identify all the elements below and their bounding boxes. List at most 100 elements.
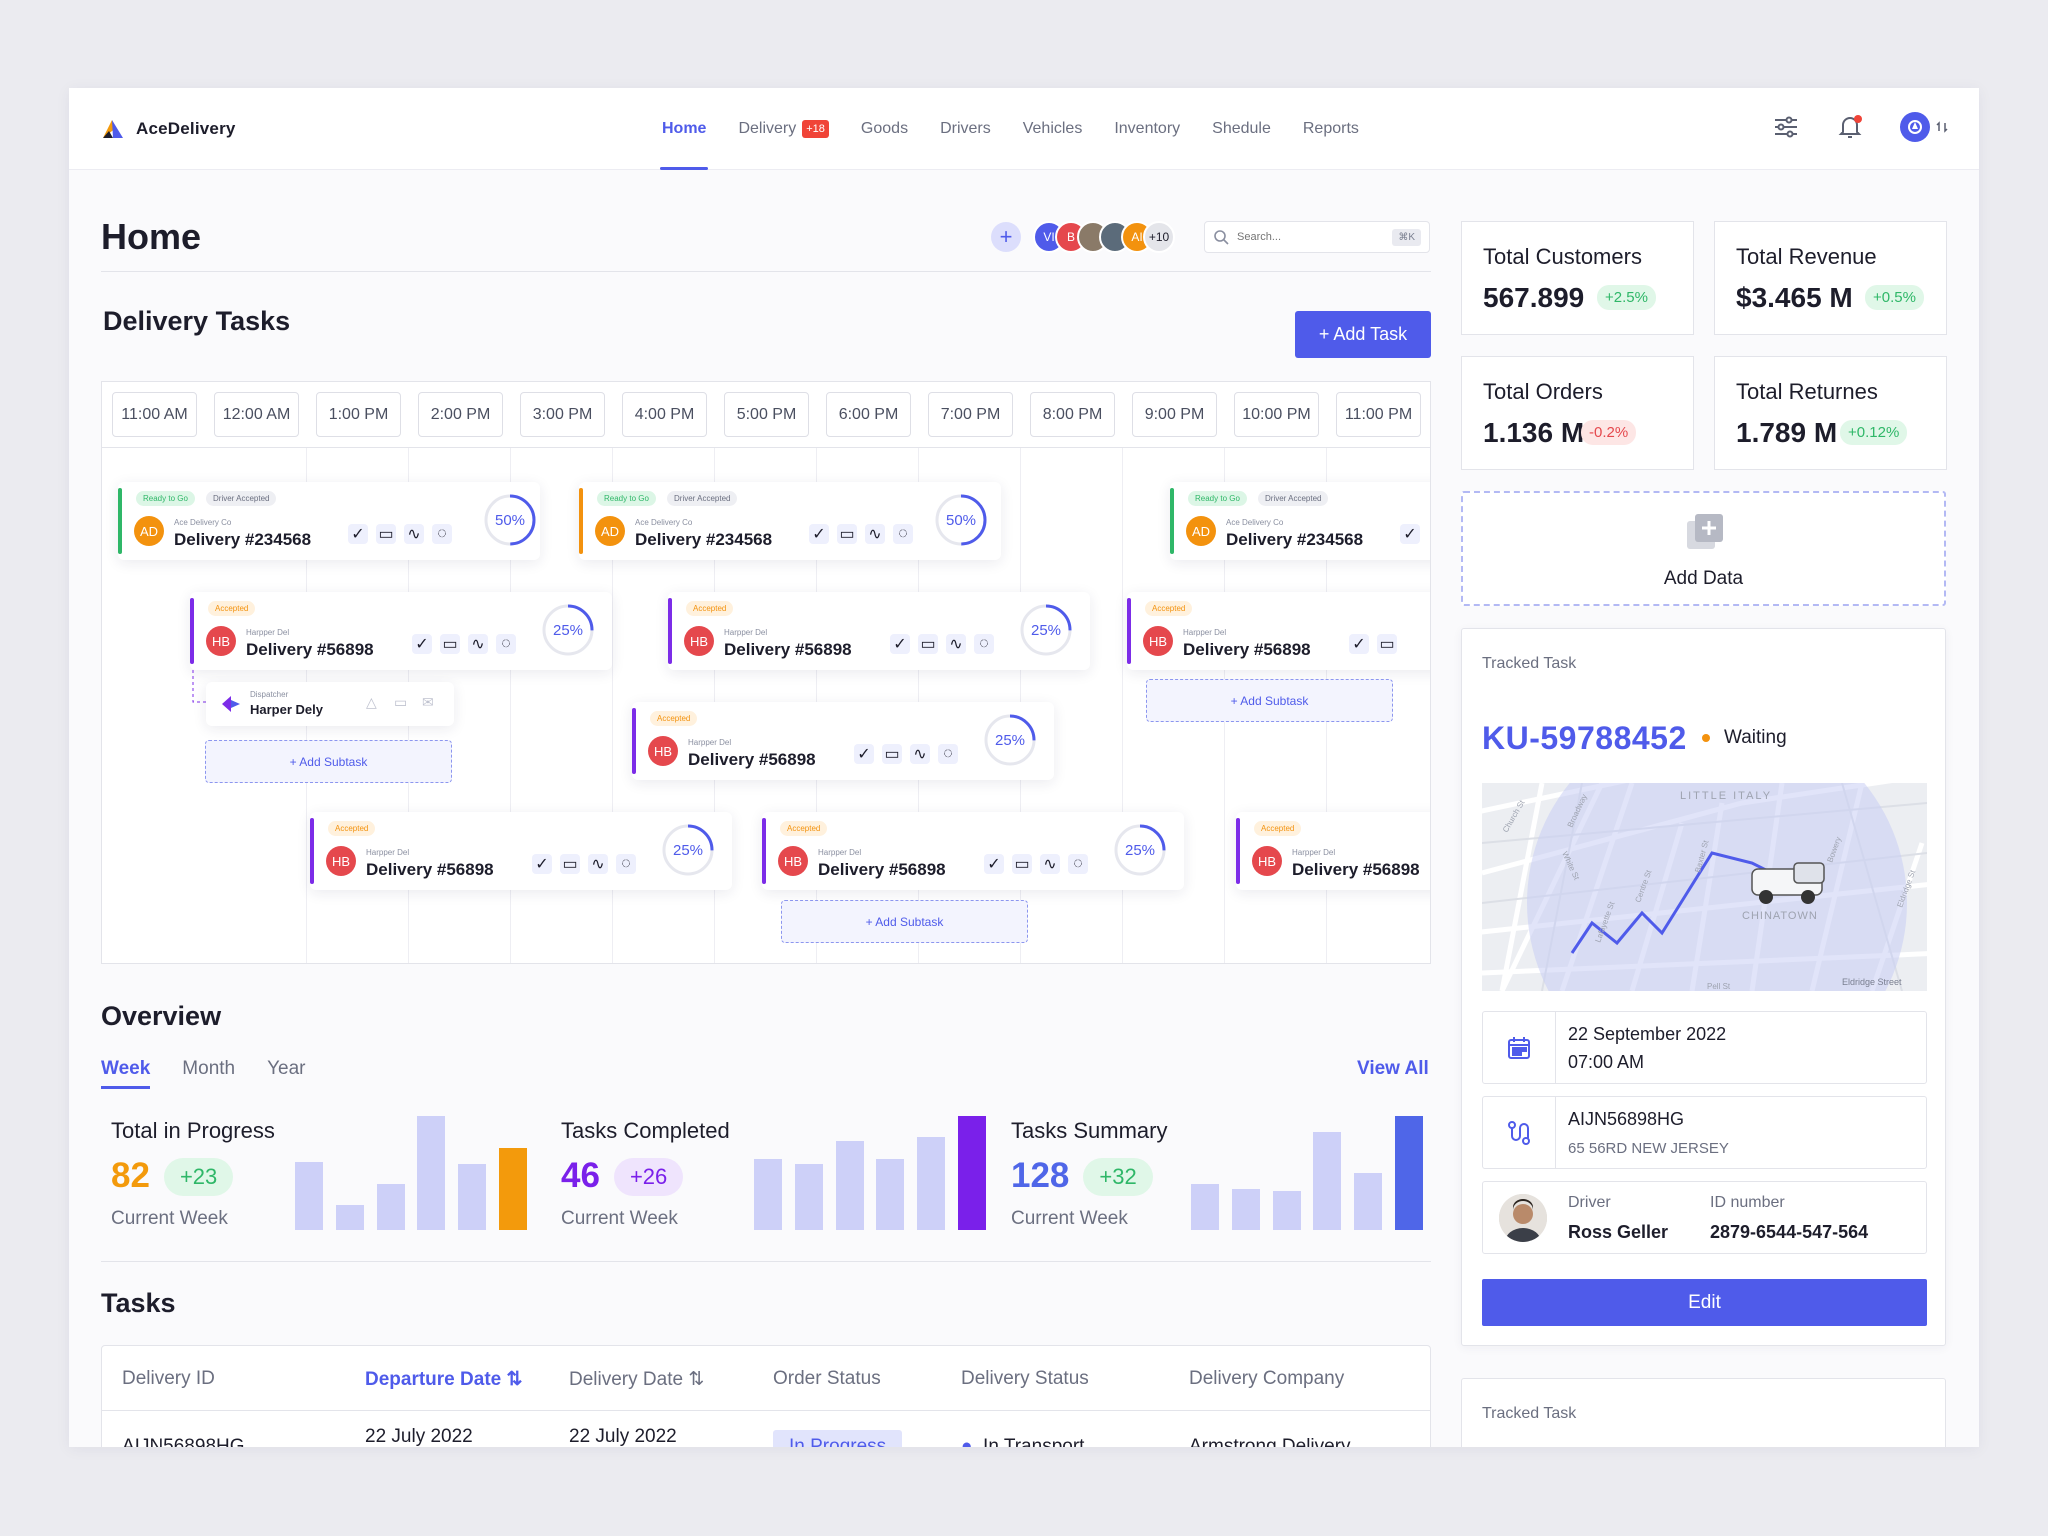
user-icon[interactable]: ◌ <box>974 634 994 654</box>
user-avatar-icon[interactable] <box>1899 112 1949 142</box>
hour-slot[interactable]: 2:00 PM <box>418 392 503 437</box>
column-header[interactable]: Delivery ID <box>122 1368 215 1389</box>
delivery-card[interactable]: Accepted HB Harpper Del Delivery #56898 … <box>668 592 1090 670</box>
add-subtask-button[interactable]: + Add Subtask <box>781 900 1028 943</box>
user-icon[interactable]: ◌ <box>496 634 516 654</box>
route-icon[interactable]: ∿ <box>588 854 608 874</box>
view-all-link[interactable]: View All <box>1357 1058 1429 1079</box>
route-icon[interactable]: ∿ <box>865 524 885 544</box>
truck-icon[interactable]: ▭ <box>837 524 857 544</box>
column-header[interactable]: Delivery Date ⇅ <box>569 1368 704 1391</box>
hour-slot[interactable]: 11:00 PM <box>1336 392 1421 437</box>
hour-slot[interactable]: 4:00 PM <box>622 392 707 437</box>
truck-icon[interactable]: ▭ <box>1012 854 1032 874</box>
mail-icon[interactable]: ✉ <box>422 694 434 710</box>
swap-icon <box>1936 121 1948 133</box>
tracked-task-id[interactable]: KU-59788452 <box>1482 720 1687 756</box>
tab-week[interactable]: Week <box>101 1058 151 1089</box>
truck-icon[interactable]: ▭ <box>882 744 902 764</box>
sliders-icon[interactable] <box>1771 112 1801 142</box>
route-icon[interactable]: ∿ <box>1040 854 1060 874</box>
nav-item-vehicles[interactable]: Vehicles <box>1007 88 1099 170</box>
dispatcher-icon <box>222 696 240 712</box>
delivery-card[interactable]: Ready to Go Driver Accepted AD Ace Deliv… <box>1170 482 1430 560</box>
delivery-card[interactable]: Ready to Go Driver Accepted AD Ace Deliv… <box>118 482 540 560</box>
hour-slot[interactable]: 10:00 PM <box>1234 392 1319 437</box>
hour-slot[interactable]: 7:00 PM <box>928 392 1013 437</box>
tab-month[interactable]: Month <box>182 1058 236 1079</box>
truck-icon[interactable]: ▭ <box>440 634 460 654</box>
route-icon[interactable]: ∿ <box>468 634 488 654</box>
check-icon[interactable]: ✓ <box>412 634 432 654</box>
nav-item-drivers[interactable]: Drivers <box>924 88 1007 170</box>
truck-icon[interactable]: ▭ <box>560 854 580 874</box>
route-map[interactable]: LITTLE ITALY CHINATOWN Eldridge Street C… <box>1482 783 1927 991</box>
column-header[interactable]: Delivery Status <box>961 1368 1089 1389</box>
delivery-card[interactable]: Accepted HB Harpper Del Delivery #56898 … <box>1127 592 1430 670</box>
hour-slot[interactable]: 6:00 PM <box>826 392 911 437</box>
route-icon[interactable]: ∿ <box>910 744 930 764</box>
edit-button[interactable]: Edit <box>1482 1279 1927 1326</box>
stat-delta: +0.5% <box>1865 285 1924 310</box>
cell-delivery-id[interactable]: AIJN56898HG <box>122 1436 245 1447</box>
driver-name[interactable]: Ross Geller <box>1568 1222 1669 1242</box>
column-header[interactable]: Delivery Company <box>1189 1368 1345 1389</box>
add-data-button[interactable]: Add Data <box>1461 491 1946 606</box>
hour-slot[interactable]: 8:00 PM <box>1030 392 1115 437</box>
search-box[interactable]: ⌘K <box>1204 221 1430 253</box>
delivery-card[interactable]: Accepted HB Harpper Del Delivery #56898 … <box>762 812 1184 890</box>
hour-slot[interactable]: 5:00 PM <box>724 392 809 437</box>
column-header[interactable]: Order Status <box>773 1368 881 1389</box>
tab-year[interactable]: Year <box>267 1058 306 1079</box>
bell-icon[interactable] <box>1835 112 1865 142</box>
brand-logo[interactable]: AceDelivery <box>100 116 236 142</box>
dispatcher-card[interactable]: Dispatcher Harper Dely △ ▭ ✉ <box>206 682 454 726</box>
check-icon[interactable]: ✓ <box>984 854 1004 874</box>
hour-slot[interactable]: 12:00 AM <box>214 392 299 437</box>
box-icon[interactable]: ▭ <box>394 694 408 710</box>
add-task-button[interactable]: + Add Task <box>1295 311 1431 358</box>
nav-item-inventory[interactable]: Inventory <box>1098 88 1196 170</box>
map-label: Eldridge Street <box>1842 977 1902 987</box>
check-icon[interactable]: ✓ <box>1400 524 1420 544</box>
user-icon[interactable]: ◌ <box>893 524 913 544</box>
user-icon[interactable]: ◌ <box>432 524 452 544</box>
add-subtask-button[interactable]: + Add Subtask <box>205 740 452 783</box>
nav-item-reports[interactable]: Reports <box>1287 88 1375 170</box>
search-input[interactable] <box>1237 231 1393 243</box>
truck-icon[interactable]: ▭ <box>1377 634 1397 654</box>
hour-slot[interactable]: 1:00 PM <box>316 392 401 437</box>
metric-value: 128 <box>1011 1156 1070 1195</box>
column-header-sorted[interactable]: Departure Date ⇅ <box>365 1368 522 1391</box>
nav-item-shedule[interactable]: Shedule <box>1196 88 1287 170</box>
nav-item-delivery[interactable]: Delivery +18 <box>722 88 844 170</box>
check-icon[interactable]: ✓ <box>348 524 368 544</box>
hour-slot[interactable]: 9:00 PM <box>1132 392 1217 437</box>
delivery-card[interactable]: Accepted HB Harpper Del Delivery #56898 … <box>190 592 612 670</box>
nav-item-goods[interactable]: Goods <box>845 88 924 170</box>
check-icon[interactable]: ✓ <box>854 744 874 764</box>
bell-icon[interactable]: △ <box>366 694 377 710</box>
delivery-card[interactable]: Accepted HB Harpper Del Delivery #56898 <box>1236 812 1430 890</box>
nav-item-home[interactable]: Home <box>646 88 722 170</box>
user-icon[interactable]: ◌ <box>616 854 636 874</box>
delivery-card[interactable]: Ready to Go Driver Accepted AD Ace Deliv… <box>579 482 1001 560</box>
hour-slot[interactable]: 11:00 AM <box>112 392 197 437</box>
check-icon[interactable]: ✓ <box>890 634 910 654</box>
route-icon[interactable]: ∿ <box>404 524 424 544</box>
truck-icon[interactable]: ▭ <box>918 634 938 654</box>
add-member-button[interactable]: + <box>991 222 1021 252</box>
add-subtask-button[interactable]: + Add Subtask <box>1146 679 1393 722</box>
truck-icon[interactable]: ▭ <box>376 524 396 544</box>
delivery-title: Delivery #56898 <box>1292 860 1420 879</box>
user-icon[interactable]: ◌ <box>1068 854 1088 874</box>
route-icon[interactable]: ∿ <box>946 634 966 654</box>
check-icon[interactable]: ✓ <box>1349 634 1369 654</box>
delivery-card[interactable]: Accepted HB Harpper Del Delivery #56898 … <box>632 702 1054 780</box>
more-members-count[interactable]: +10 <box>1143 221 1175 253</box>
hour-slot[interactable]: 3:00 PM <box>520 392 605 437</box>
check-icon[interactable]: ✓ <box>809 524 829 544</box>
delivery-card[interactable]: Accepted HB Harpper Del Delivery #56898 … <box>310 812 732 890</box>
user-icon[interactable]: ◌ <box>938 744 958 764</box>
check-icon[interactable]: ✓ <box>532 854 552 874</box>
